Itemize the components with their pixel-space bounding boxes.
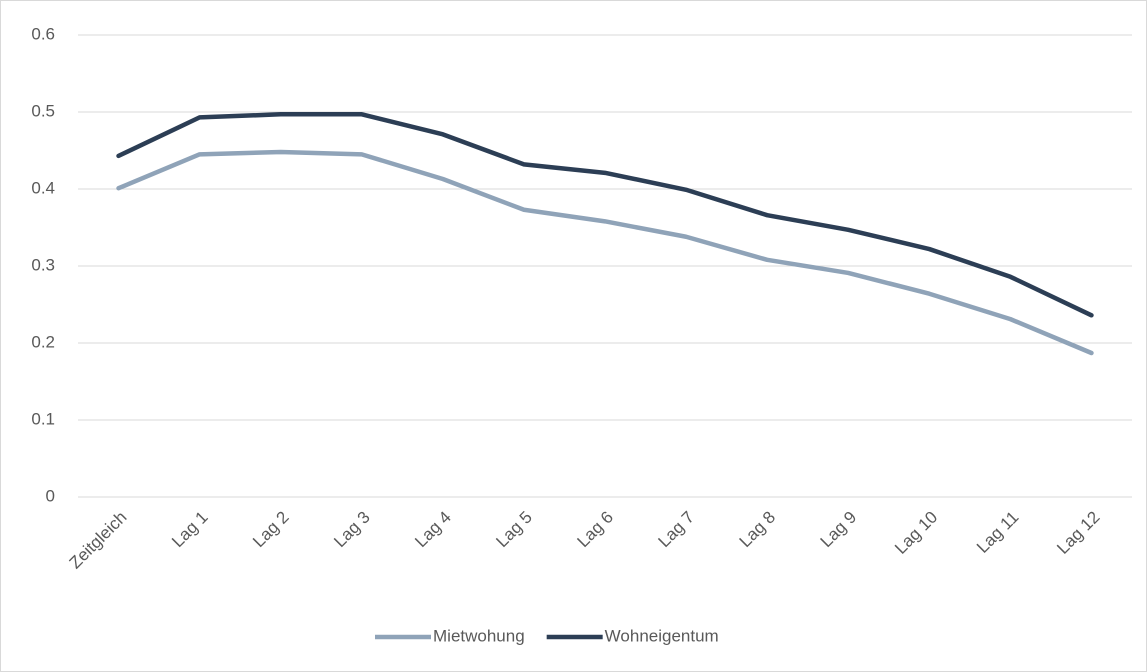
y-tick-label: 0.3 bbox=[31, 255, 55, 274]
y-tick-label: 0.5 bbox=[31, 101, 55, 120]
legend-label: Mietwohung bbox=[433, 626, 525, 645]
y-tick-label: 0.6 bbox=[31, 24, 55, 43]
legend-label: Wohneigentum bbox=[605, 626, 719, 645]
y-tick-label: 0.4 bbox=[31, 178, 55, 197]
line-series bbox=[116, 149, 1094, 356]
line-series bbox=[116, 112, 1094, 318]
y-tick-label: 0 bbox=[46, 486, 55, 505]
y-tick-label: 0.1 bbox=[31, 409, 55, 428]
y-tick-label: 0.2 bbox=[31, 332, 55, 351]
